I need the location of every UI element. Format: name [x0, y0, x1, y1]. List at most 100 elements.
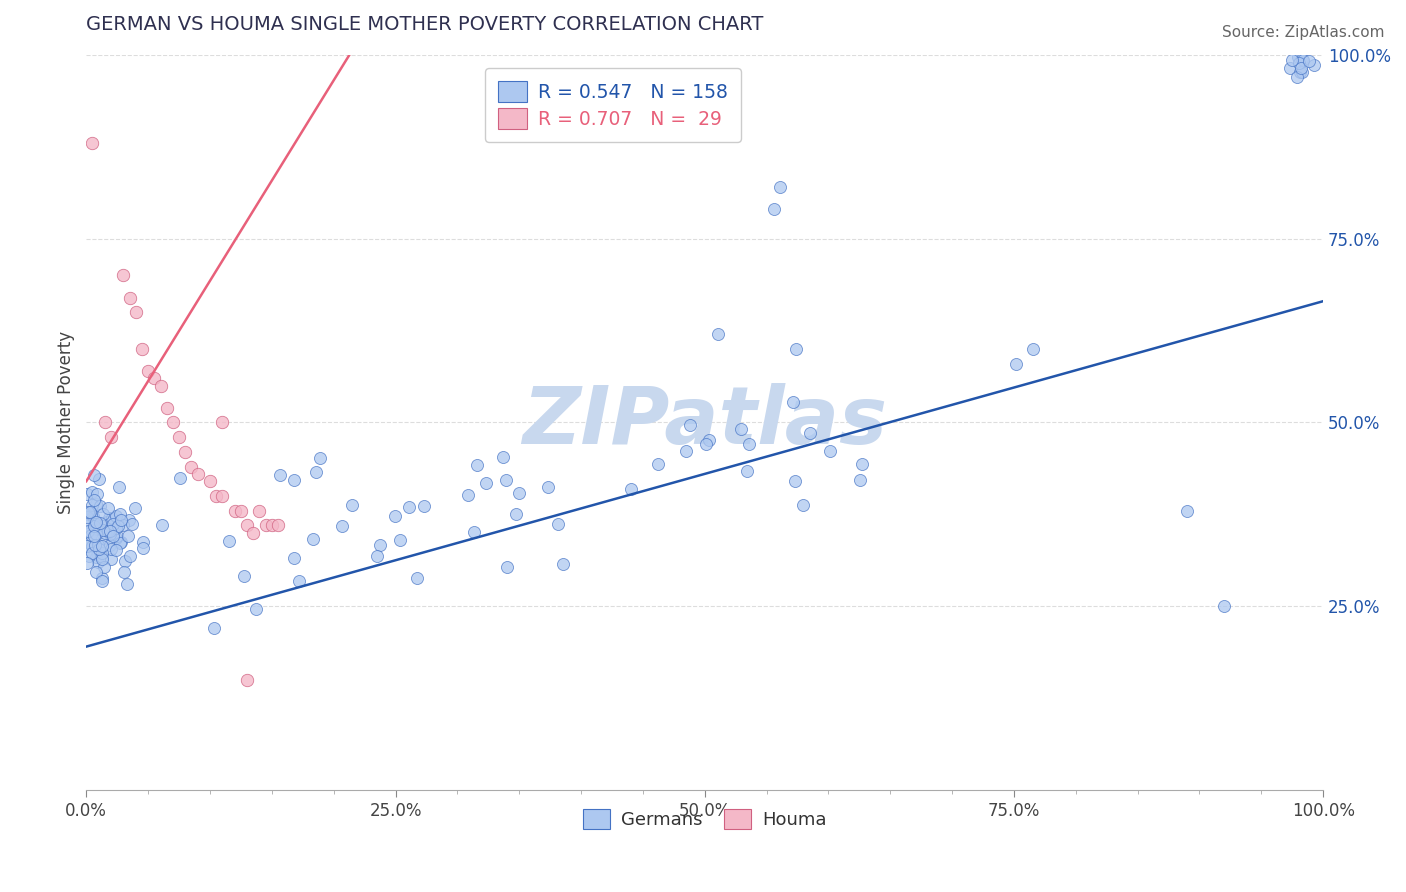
Point	[156, 401, 179, 415]
Point	[769, 180, 792, 194]
Point	[1279, 61, 1302, 75]
Point	[76, 510, 98, 524]
Point	[169, 471, 191, 485]
Point	[76, 534, 98, 549]
Point	[1212, 599, 1234, 614]
Point	[730, 422, 752, 436]
Point	[80, 546, 103, 560]
Point	[495, 473, 517, 487]
Point	[388, 533, 411, 548]
Point	[112, 517, 135, 532]
Point	[84, 527, 107, 541]
Point	[412, 500, 434, 514]
Point	[162, 416, 184, 430]
Point	[143, 371, 166, 385]
Point	[82, 136, 104, 151]
Point	[101, 516, 124, 531]
Point	[87, 472, 110, 486]
Point	[245, 602, 267, 616]
Point	[1291, 52, 1313, 66]
Point	[84, 538, 107, 552]
Point	[211, 489, 233, 503]
Point	[249, 503, 271, 517]
Point	[799, 425, 821, 440]
Point	[224, 503, 246, 517]
Point	[508, 485, 530, 500]
Point	[82, 509, 104, 524]
Point	[80, 527, 103, 541]
Point	[384, 508, 406, 523]
Point	[288, 574, 311, 589]
Point	[77, 507, 100, 521]
Point	[242, 525, 264, 540]
Point	[93, 531, 115, 545]
Point	[76, 515, 98, 529]
Point	[707, 327, 730, 342]
Point	[87, 537, 110, 551]
Point	[236, 673, 259, 687]
Point	[76, 487, 98, 501]
Point	[108, 507, 131, 521]
Point	[187, 467, 209, 481]
Point	[84, 516, 107, 530]
Point	[86, 522, 108, 536]
Point	[1288, 56, 1310, 70]
Point	[763, 202, 786, 217]
Point	[104, 531, 127, 545]
Point	[94, 416, 117, 430]
Point	[118, 291, 141, 305]
Point	[198, 475, 221, 489]
Point	[1281, 53, 1303, 67]
Point	[100, 551, 122, 566]
Point	[104, 508, 127, 523]
Point	[1289, 62, 1312, 76]
Point	[202, 621, 225, 635]
Point	[340, 498, 363, 512]
Point	[229, 503, 252, 517]
Point	[180, 459, 202, 474]
Point	[87, 522, 110, 536]
Point	[267, 518, 290, 533]
Point	[79, 549, 101, 564]
Point	[108, 480, 131, 494]
Text: ZIPatlas: ZIPatlas	[522, 384, 887, 461]
Point	[308, 450, 330, 465]
Point	[131, 342, 153, 356]
Point	[86, 549, 108, 564]
Point	[547, 516, 569, 531]
Point	[117, 513, 139, 527]
Point	[457, 488, 479, 502]
Point	[77, 524, 100, 538]
Point	[849, 474, 872, 488]
Point	[77, 505, 100, 519]
Point	[93, 525, 115, 540]
Point	[112, 565, 135, 579]
Point	[792, 498, 814, 512]
Point	[80, 485, 103, 500]
Point	[91, 549, 114, 564]
Point	[83, 492, 105, 507]
Point	[93, 560, 115, 574]
Point	[205, 489, 228, 503]
Point	[551, 557, 574, 571]
Point	[76, 525, 98, 540]
Point	[100, 430, 122, 444]
Point	[91, 523, 114, 537]
Point	[107, 519, 129, 533]
Point	[87, 548, 110, 562]
Point	[1286, 70, 1309, 84]
Point	[782, 395, 804, 409]
Point	[398, 500, 420, 514]
Point	[818, 444, 841, 458]
Point	[737, 464, 759, 478]
Point	[83, 529, 105, 543]
Point	[76, 557, 98, 571]
Point	[738, 437, 761, 451]
Point	[679, 417, 702, 432]
Point	[330, 519, 353, 533]
Point	[96, 515, 118, 529]
Point	[118, 549, 141, 563]
Point	[100, 511, 122, 525]
Point	[406, 571, 429, 585]
Legend: Germans, Houma: Germans, Houma	[575, 802, 834, 836]
